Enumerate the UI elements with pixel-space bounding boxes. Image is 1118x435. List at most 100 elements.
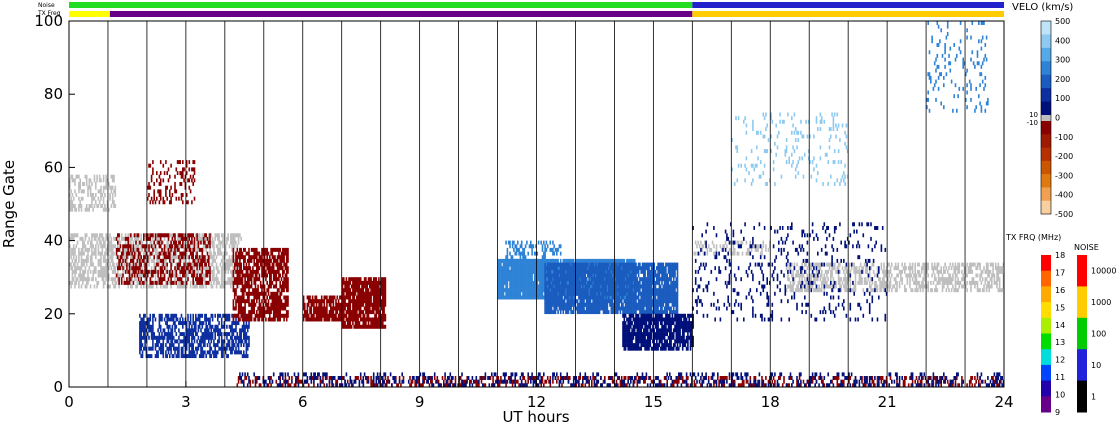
cell <box>114 204 117 208</box>
cell <box>258 258 261 263</box>
cell <box>213 273 215 278</box>
cell <box>357 306 359 311</box>
cell <box>552 302 554 307</box>
cell <box>332 306 335 311</box>
cell <box>263 295 266 300</box>
cell <box>537 269 540 274</box>
cell <box>158 335 161 340</box>
cell <box>365 310 367 315</box>
cell <box>545 280 548 285</box>
cell <box>317 310 319 315</box>
cell <box>519 269 522 274</box>
cell <box>220 343 223 348</box>
cell <box>137 255 140 260</box>
cell <box>206 280 209 285</box>
cell <box>617 284 619 289</box>
cell <box>166 321 168 326</box>
cell <box>358 280 361 285</box>
cell <box>546 262 549 267</box>
cell <box>563 266 566 271</box>
cell <box>524 291 527 296</box>
cell <box>195 328 197 333</box>
cell <box>118 236 120 241</box>
cell <box>219 284 222 289</box>
cell <box>156 339 158 344</box>
cell <box>187 328 189 333</box>
cell <box>213 350 215 355</box>
cell <box>244 258 246 263</box>
cell <box>165 189 167 194</box>
cell <box>87 280 89 285</box>
cell <box>201 277 204 282</box>
cell <box>269 258 271 263</box>
cell <box>262 302 265 307</box>
cell <box>196 273 198 278</box>
cell <box>350 277 353 282</box>
cell <box>527 284 529 289</box>
cell <box>74 280 76 285</box>
cell <box>614 258 616 263</box>
cell <box>501 266 503 271</box>
cell <box>215 266 218 271</box>
cell <box>558 266 561 271</box>
cell <box>379 317 381 322</box>
cell <box>150 273 153 278</box>
cell <box>540 266 542 271</box>
cell <box>566 306 568 311</box>
cell <box>135 236 137 241</box>
cell <box>267 266 270 271</box>
cell <box>117 266 119 271</box>
cell <box>524 262 527 267</box>
cell <box>82 273 84 278</box>
cell <box>543 269 545 274</box>
cell <box>102 200 105 205</box>
cell <box>100 240 102 245</box>
cell <box>509 269 511 274</box>
cell <box>192 167 194 172</box>
cell <box>179 251 181 256</box>
cell <box>198 321 201 326</box>
cell <box>223 332 226 337</box>
cell <box>218 335 220 340</box>
cell <box>150 258 153 263</box>
cell <box>507 266 510 271</box>
cell <box>154 262 157 267</box>
cell <box>175 269 178 274</box>
cell <box>220 269 223 274</box>
cell <box>331 310 333 315</box>
cell <box>69 236 71 241</box>
cell <box>198 313 201 318</box>
cell <box>249 255 252 260</box>
cell <box>214 354 216 359</box>
cell <box>378 295 380 300</box>
cell <box>497 258 500 263</box>
cell <box>184 335 187 340</box>
cell <box>533 273 536 278</box>
cell <box>262 247 265 252</box>
cell <box>110 258 113 263</box>
cell <box>180 258 183 263</box>
cell <box>580 258 583 263</box>
cell <box>318 302 320 307</box>
cell <box>156 240 158 245</box>
cell <box>159 258 162 263</box>
cell <box>380 277 383 282</box>
cell <box>359 313 362 318</box>
cell <box>236 269 239 274</box>
cell <box>197 343 200 348</box>
cell <box>187 273 189 278</box>
cell <box>372 280 375 285</box>
cell <box>345 317 348 322</box>
cell <box>353 306 355 311</box>
cell <box>139 332 141 337</box>
cell <box>549 266 552 271</box>
cell <box>188 335 191 340</box>
cell <box>335 306 337 311</box>
cell <box>267 310 270 315</box>
cell <box>105 277 107 282</box>
cell <box>226 343 228 348</box>
cell <box>137 273 140 278</box>
cell <box>88 182 91 186</box>
cell <box>585 280 588 285</box>
cell <box>380 313 383 318</box>
